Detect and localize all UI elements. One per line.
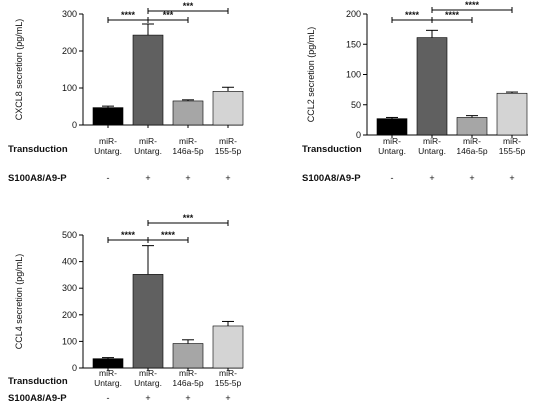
y-tick-label: 0 [72,363,77,373]
bar-4 [212,91,244,126]
y-tick-label: 100 [62,83,77,93]
treatment-sign: + [469,173,474,183]
y-tick-label: 200 [62,310,77,320]
bar-1 [92,107,124,126]
y-axis-label: CCL4 secretion (pg/mL) [14,254,24,350]
y-tick-label: 300 [62,283,77,293]
treatment-label: S100A8/A9-P [8,393,67,404]
treatment-sign: + [185,393,190,403]
significance-label: *** [183,1,194,11]
treatment-label: S100A8/A9-P [302,173,361,184]
treatment-sign: + [145,393,150,403]
y-axis-label: CXCL8 secretion (pg/mL) [14,19,24,121]
bar-1 [92,358,124,369]
bar-4 [212,325,244,369]
category-label: Untarg. [378,146,406,156]
chart-panel-3: 0 100 200 300 400 500 CCL4 secretion (pg/mL) **… [8,213,244,404]
treatment-label: S100A8/A9-P [8,173,67,184]
category-label: miR- [463,136,481,146]
y-tick-label: 100 [62,336,77,346]
category-label: Untarg. [94,146,122,156]
category-label: Untarg. [418,146,446,156]
significance-label: **** [161,230,176,240]
y-tick-label: 500 [62,230,77,240]
significance-label: **** [465,0,480,10]
y-tick-label: 400 [62,257,77,267]
bar-2 [132,34,164,126]
treatment-sign: + [225,393,230,403]
treatment-sign: + [429,173,434,183]
treatment-sign: + [145,173,150,183]
category-label: Untarg. [134,378,162,388]
y-tick-label: 50 [351,100,361,110]
significance-label: **** [445,10,460,20]
y-tick-label: 0 [356,130,361,140]
treatment-sign: - [107,393,110,403]
category-label: 155-5p [499,146,526,156]
category-label: miR- [99,368,117,378]
category-label: miR- [219,368,237,378]
significance-label: **** [405,10,420,20]
significance-label: *** [183,213,194,223]
y-tick-label: 0 [72,120,77,130]
transduction-label: Transduction [8,144,68,155]
category-label: Untarg. [134,146,162,156]
category-label: miR- [383,136,401,146]
treatment-sign: - [107,173,110,183]
category-label: 146a-5p [172,378,203,388]
bar-2 [132,274,164,369]
bar-3 [172,100,204,126]
treatment-sign: - [391,173,394,183]
y-tick-label: 200 [346,9,361,19]
category-label: miR- [179,136,197,146]
category-label: 155-5p [215,146,242,156]
treatment-sign: + [185,173,190,183]
category-label: miR- [139,368,157,378]
category-label: miR- [99,136,117,146]
category-label: miR- [423,136,441,146]
bar-3 [456,117,488,136]
bar-3 [172,343,204,369]
bar-4 [496,92,528,136]
y-tick-label: 100 [346,70,361,80]
significance-label: *** [163,10,174,20]
category-label: 155-5p [215,378,242,388]
significance-label: **** [121,230,136,240]
category-label: miR- [179,368,197,378]
transduction-label: Transduction [8,376,68,387]
treatment-sign: + [509,173,514,183]
category-label: miR- [139,136,157,146]
category-label: 146a-5p [456,146,487,156]
y-tick-label: 300 [62,9,77,19]
transduction-label: Transduction [302,144,362,155]
y-tick-label: 150 [346,39,361,49]
category-label: 146a-5p [172,146,203,156]
treatment-sign: + [225,173,230,183]
category-label: miR- [219,136,237,146]
bar-2 [416,37,448,136]
category-label: Untarg. [94,378,122,388]
category-label: miR- [503,136,521,146]
y-axis-label: CCL2 secretion (pg/mL) [306,27,316,123]
y-tick-label: 200 [62,46,77,56]
chart-panel-2: 0 50 100 150 200 CCL2 secretion (pg/mL) **** **… [302,0,528,184]
bar-1 [376,118,408,136]
significance-label: **** [121,10,136,20]
